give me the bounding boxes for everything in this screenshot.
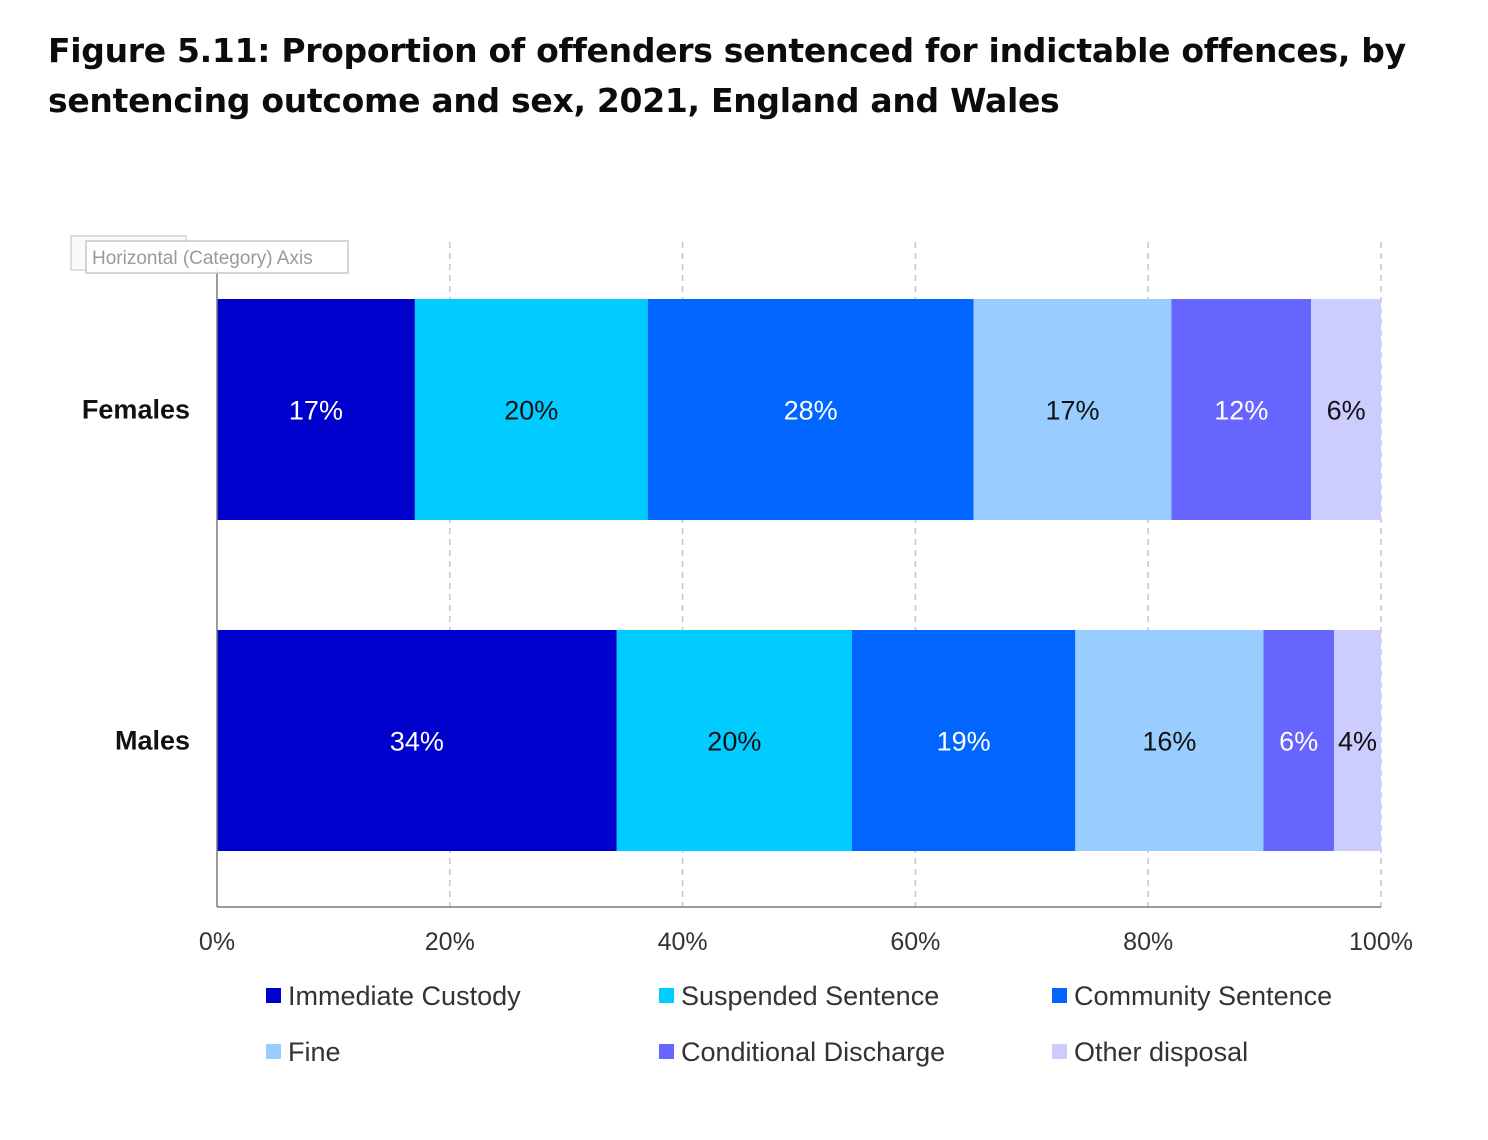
legend-label: Fine: [288, 1037, 341, 1067]
data-label: 20%: [707, 727, 761, 757]
legend-swatch: [1052, 988, 1067, 1003]
bar-segments: [217, 299, 1381, 851]
figure-title: Figure 5.11: Proportion of offenders sen…: [48, 31, 1406, 120]
bar-segment: [414, 299, 648, 520]
bar-segment: [851, 630, 1076, 851]
legend-swatch: [1052, 1044, 1067, 1059]
bar-segment: [973, 299, 1172, 520]
bar-segment: [616, 630, 852, 851]
category-label: Females: [82, 395, 190, 425]
x-tick-label: 80%: [1123, 928, 1173, 956]
data-label: 16%: [1142, 727, 1196, 757]
category-labels: Females Males: [82, 395, 190, 756]
bar-segment: [647, 299, 974, 520]
legend-label: Immediate Custody: [288, 981, 521, 1011]
bar-segment: [1333, 630, 1381, 851]
bar-segment: [1263, 630, 1334, 851]
bar-segment: [1075, 630, 1264, 851]
data-label: 19%: [937, 727, 991, 757]
legend-label: Community Sentence: [1074, 981, 1332, 1011]
data-label: 4%: [1338, 727, 1377, 757]
legend: Immediate Custody Suspended Sentence Commu…: [266, 981, 1332, 1067]
legend-label: Other disposal: [1074, 1037, 1248, 1067]
bar-segment: [217, 299, 415, 520]
data-label: 34%: [390, 727, 444, 757]
legend-swatch: [659, 1044, 674, 1059]
bar-segment: [217, 630, 617, 851]
data-labels: 17% 20% 28% 17% 12% 6% 34% 20% 19% 16% 6% 4%: [289, 396, 1377, 757]
axis-tooltip-text: Horizontal (Category) Axis: [92, 248, 313, 269]
axis-tooltip: Horizontal (Category) Axis: [70, 235, 349, 274]
legend-swatch: [266, 988, 281, 1003]
bar-segment: [1311, 299, 1381, 520]
data-label: 6%: [1279, 727, 1318, 757]
data-label: 28%: [784, 396, 838, 426]
data-label: 6%: [1327, 396, 1366, 426]
x-tick-label: 100%: [1349, 928, 1413, 956]
x-tick-label: 60%: [890, 928, 940, 956]
data-label: 17%: [1046, 396, 1100, 426]
legend-label: Conditional Discharge: [681, 1037, 945, 1067]
legend-swatch: [659, 988, 674, 1003]
bar-segment: [1171, 299, 1312, 520]
data-label: 17%: [289, 396, 343, 426]
data-label: 12%: [1214, 396, 1268, 426]
x-tick-label: 0%: [199, 928, 235, 956]
legend-swatch: [266, 1044, 281, 1059]
category-label: Males: [115, 726, 190, 756]
x-tick-label: 40%: [658, 928, 708, 956]
data-label: 20%: [504, 396, 558, 426]
axes: [216, 267, 1381, 908]
legend-label: Suspended Sentence: [681, 981, 939, 1011]
x-tick-labels: 0% 20% 40% 60% 80% 100%: [199, 928, 1413, 956]
x-tick-label: 20%: [425, 928, 475, 956]
